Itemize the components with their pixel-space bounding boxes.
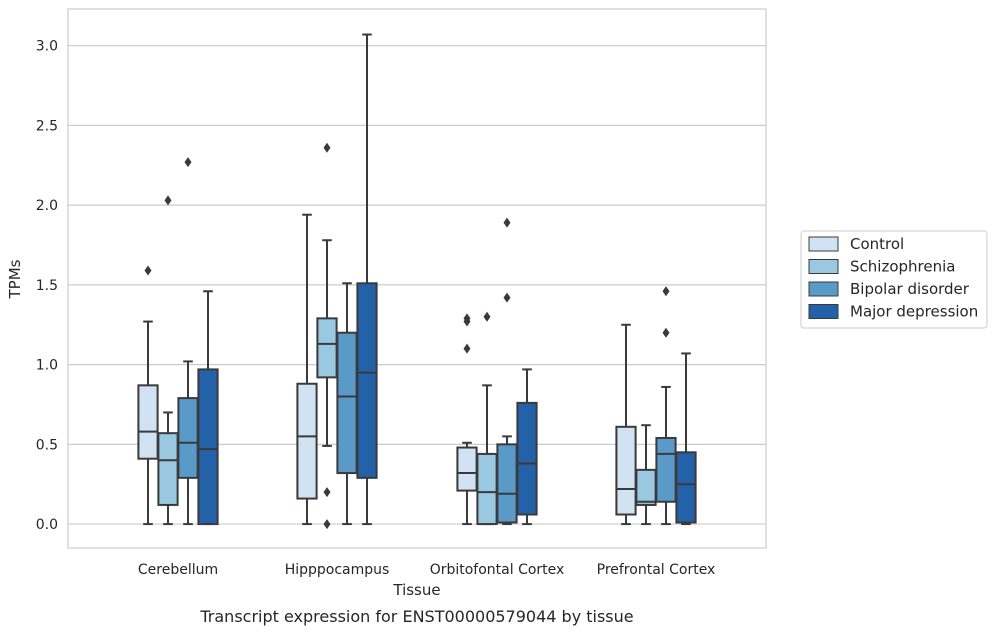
box (635, 424, 657, 526)
box-body (655, 436, 677, 503)
box (197, 290, 219, 526)
y-tick-label: 0.0 (36, 517, 58, 533)
box (296, 213, 318, 526)
y-tick-label: 1.5 (36, 278, 58, 294)
box-body (197, 368, 219, 526)
box-body (356, 282, 378, 479)
x-tick-label: Prefrontal Cortex (597, 562, 716, 578)
box (496, 217, 518, 526)
box (336, 282, 358, 526)
box-body (157, 432, 179, 506)
box-body (336, 331, 358, 475)
x-tick-label: Orbitofontal Cortex (430, 562, 565, 578)
series-schizophrenia (157, 142, 657, 530)
x-axis-label: Tissue (392, 581, 440, 599)
outlier-point (662, 327, 670, 338)
outlier-point (323, 519, 331, 530)
x-tick-label: Hipppocampus (285, 562, 390, 578)
outlier-point (144, 265, 152, 276)
box (516, 368, 538, 526)
y-tick-label: 2.0 (36, 198, 58, 214)
y-tick-label: 0.5 (36, 437, 58, 453)
box-body (635, 468, 657, 506)
outlier-point (503, 292, 511, 303)
box-body (615, 425, 637, 516)
box-body (476, 452, 498, 526)
outlier-point (483, 311, 491, 322)
legend-frame (800, 230, 988, 329)
series-control (137, 213, 637, 526)
series-bipolar-disorder (177, 157, 677, 526)
outlier-point (463, 343, 471, 354)
box (655, 286, 677, 526)
box-body (296, 382, 318, 500)
box-body (516, 401, 538, 516)
box-body (456, 446, 478, 492)
box (675, 352, 697, 526)
outlier-point (323, 487, 331, 498)
y-axis-ticks: 0.0 0.5 1.0 1.5 2.0 2.5 3.0 (36, 39, 58, 533)
legend-label: Major depression (850, 303, 978, 321)
outlier-point (164, 195, 172, 206)
box (615, 323, 637, 526)
legend-label: Schizophrenia (850, 258, 955, 276)
box (456, 313, 478, 526)
legend-swatch (808, 259, 839, 274)
legend-label: Control (850, 235, 904, 253)
box (476, 311, 498, 526)
x-axis-ticks: Cerebellum Hipppocampus Orbitofontal Corte… (138, 562, 715, 578)
y-tick-label: 1.0 (36, 358, 58, 374)
plot-area-frame (67, 8, 767, 549)
box-body (316, 317, 338, 379)
chart-caption: Transcript expression for ENST0000057904… (199, 607, 633, 626)
x-tick-label: Cerebellum (138, 562, 218, 578)
box-series (137, 33, 697, 530)
box-body (496, 443, 518, 524)
legend-swatch (808, 281, 839, 297)
y-tick-label: 2.5 (36, 118, 58, 134)
outlier-point (503, 217, 511, 228)
box (137, 265, 159, 526)
series-major-depression (197, 33, 697, 526)
box-body (137, 384, 159, 460)
legend-label: Bipolar disorder (850, 280, 970, 298)
box (356, 33, 378, 526)
legend: Control Schizophrenia Bipolar disorder Majo… (800, 230, 988, 329)
outlier-point (184, 157, 192, 168)
y-axis-label: TPMs (6, 259, 24, 299)
outlier-point (463, 313, 471, 324)
outlier-point (662, 286, 670, 297)
box-body (675, 451, 697, 524)
legend-items: Control Schizophrenia Bipolar disorder Majo… (808, 235, 978, 321)
legend-swatch (808, 304, 839, 319)
y-tick-label: 3.0 (36, 39, 58, 55)
box (177, 157, 199, 526)
box (316, 142, 338, 530)
outlier-point (323, 142, 331, 153)
legend-swatch (808, 236, 839, 252)
box (157, 195, 179, 526)
box-body (177, 397, 199, 479)
